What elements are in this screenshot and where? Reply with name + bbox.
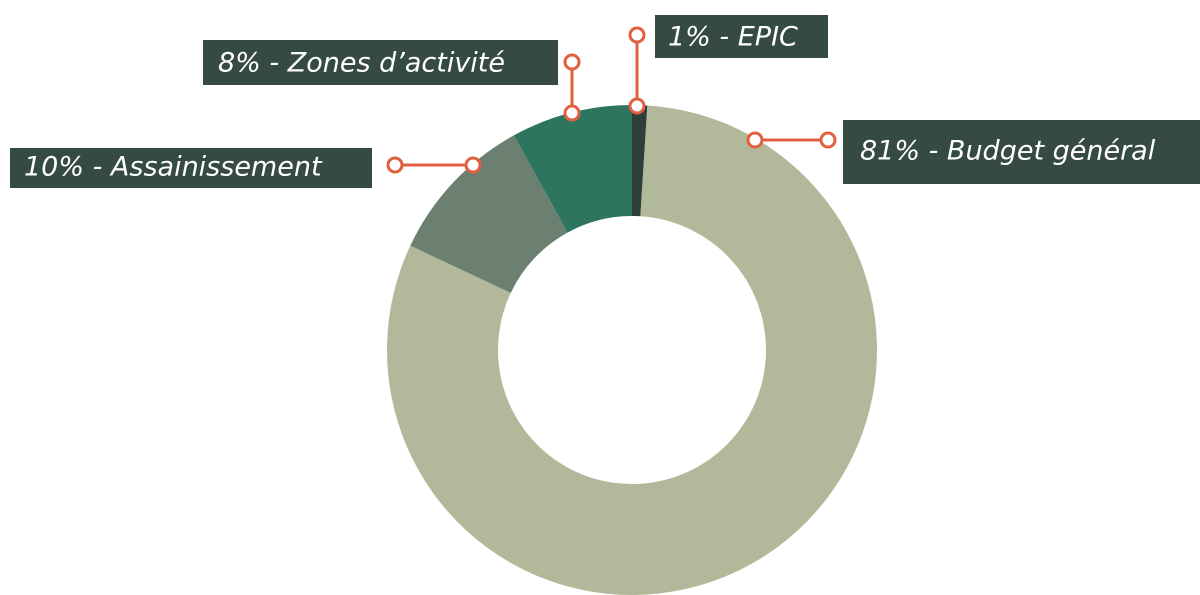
- label-box: [655, 15, 828, 58]
- donut-slice: [410, 135, 568, 293]
- label-text: 8% - Zones d’activité: [218, 48, 505, 79]
- leader-dot: [628, 26, 646, 44]
- donut-slice: [513, 105, 632, 233]
- leader-dot: [563, 104, 581, 122]
- leader-dot: [563, 53, 581, 71]
- data-label: 10% - Assainissement: [10, 148, 482, 188]
- label-text: 10% - Assainissement: [24, 152, 323, 183]
- leader-dot: [819, 131, 837, 149]
- label-box: [10, 148, 372, 188]
- label-box: [203, 40, 558, 85]
- donut-slice: [387, 105, 877, 595]
- label-text: 1% - EPIC: [668, 22, 798, 53]
- label-text: 81% - Budget général: [860, 136, 1156, 167]
- leader-dot: [628, 97, 646, 115]
- data-label: 1% - EPIC: [628, 15, 828, 115]
- data-label: 81% - Budget général: [746, 120, 1200, 184]
- leader-dot: [464, 156, 482, 174]
- leader-dot: [746, 131, 764, 149]
- data-label: 8% - Zones d’activité: [203, 40, 581, 122]
- label-box: [843, 120, 1200, 184]
- donut-slice: [632, 105, 648, 217]
- leader-dot: [386, 156, 404, 174]
